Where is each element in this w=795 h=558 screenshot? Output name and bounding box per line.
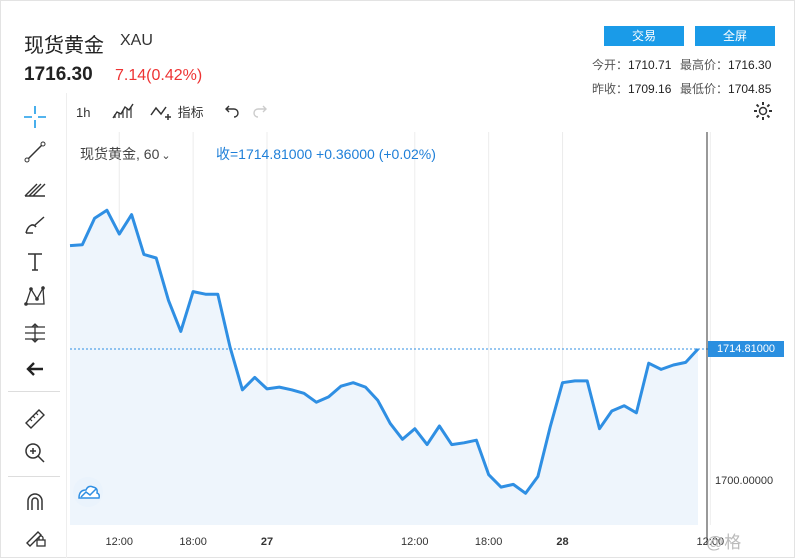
measure-range-icon[interactable] bbox=[20, 319, 50, 347]
open-value: 1710.71 bbox=[628, 58, 672, 72]
interval-selector[interactable]: 1h bbox=[76, 105, 91, 120]
price-change: 7.14(0.42%) bbox=[115, 67, 203, 84]
lock-drawings-icon[interactable] bbox=[20, 523, 50, 551]
undo-icon[interactable] bbox=[224, 102, 240, 121]
prev-close-stat: 昨收：1709.16 bbox=[592, 80, 671, 97]
fib-tools-icon[interactable] bbox=[20, 174, 50, 202]
low-value: 1704.85 bbox=[728, 82, 772, 96]
drawing-tools-sidebar bbox=[0, 93, 67, 558]
prev-close-label: 昨收： bbox=[592, 82, 629, 96]
high-label: 最高价： bbox=[680, 58, 729, 72]
magnet-icon[interactable] bbox=[20, 488, 50, 516]
high-value: 1716.30 bbox=[728, 58, 772, 72]
indicators-button[interactable]: 指标 bbox=[150, 102, 204, 121]
tools-divider bbox=[8, 391, 60, 392]
instrument-name: 现货黄金 bbox=[24, 35, 104, 57]
tools-divider bbox=[8, 476, 60, 477]
pattern-tool-icon[interactable] bbox=[20, 282, 50, 310]
watermark: @格 bbox=[706, 533, 743, 552]
low-stat: 最低价：1704.85 bbox=[680, 80, 771, 97]
legend-chevron-down-icon[interactable]: ⌄ bbox=[161, 150, 171, 162]
brush-icon[interactable] bbox=[20, 211, 50, 239]
low-label: 最低价： bbox=[680, 82, 729, 96]
trade-button[interactable]: 交易 bbox=[604, 26, 684, 46]
current-price-label: 1714.81000 bbox=[708, 341, 784, 357]
zoom-in-icon[interactable] bbox=[20, 439, 50, 467]
ruler-icon[interactable] bbox=[20, 405, 50, 433]
legend-close-value: 收=1714.81000 +0.36000 (+0.02%) bbox=[216, 146, 436, 162]
last-price: 1716.30 bbox=[24, 64, 93, 85]
chart-type-icon[interactable] bbox=[112, 102, 134, 123]
chart-legend: 现货黄金, 60 ⌄ 收=1714.81000 +0.36000 (+0.02%) bbox=[80, 144, 436, 164]
trend-line-icon[interactable] bbox=[20, 138, 50, 166]
indicators-label: 指标 bbox=[177, 105, 204, 120]
fullscreen-button[interactable]: 全屏 bbox=[695, 26, 775, 46]
open-stat: 今开：1710.71 bbox=[592, 56, 671, 73]
high-stat: 最高价：1716.30 bbox=[680, 56, 771, 73]
redo-icon[interactable] bbox=[252, 102, 268, 121]
instrument-ticker: XAU bbox=[120, 32, 153, 49]
chart-toolbar: 1h 指标 bbox=[0, 93, 795, 131]
text-tool-icon[interactable] bbox=[20, 247, 50, 275]
crosshair-icon[interactable] bbox=[20, 103, 50, 131]
prev-close-value: 1709.16 bbox=[628, 82, 672, 96]
legend-symbol[interactable]: 现货黄金, 60 bbox=[80, 146, 160, 162]
indicators-icon bbox=[150, 106, 171, 120]
open-label: 今开： bbox=[592, 58, 629, 72]
arrow-left-icon[interactable] bbox=[20, 355, 50, 383]
settings-gear-icon[interactable] bbox=[752, 100, 774, 125]
